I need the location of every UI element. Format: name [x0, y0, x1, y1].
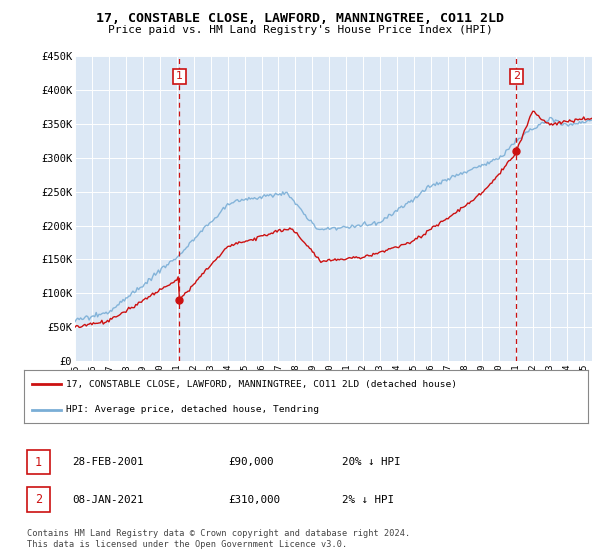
Point — [512, 147, 521, 156]
Text: 1: 1 — [35, 455, 42, 469]
Text: 2% ↓ HPI: 2% ↓ HPI — [342, 494, 394, 505]
Text: Contains HM Land Registry data © Crown copyright and database right 2024.
This d: Contains HM Land Registry data © Crown c… — [27, 529, 410, 549]
Point — [175, 296, 184, 305]
Text: 2: 2 — [35, 493, 42, 506]
Text: 20% ↓ HPI: 20% ↓ HPI — [342, 457, 401, 467]
Text: HPI: Average price, detached house, Tendring: HPI: Average price, detached house, Tend… — [66, 405, 319, 414]
Text: £90,000: £90,000 — [228, 457, 274, 467]
Text: 17, CONSTABLE CLOSE, LAWFORD, MANNINGTREE, CO11 2LD: 17, CONSTABLE CLOSE, LAWFORD, MANNINGTRE… — [96, 12, 504, 25]
Text: £310,000: £310,000 — [228, 494, 280, 505]
Text: 1: 1 — [176, 71, 183, 81]
Text: 2: 2 — [513, 71, 520, 81]
Text: Price paid vs. HM Land Registry's House Price Index (HPI): Price paid vs. HM Land Registry's House … — [107, 25, 493, 35]
Text: 28-FEB-2001: 28-FEB-2001 — [72, 457, 143, 467]
Text: 17, CONSTABLE CLOSE, LAWFORD, MANNINGTREE, CO11 2LD (detached house): 17, CONSTABLE CLOSE, LAWFORD, MANNINGTRE… — [66, 380, 457, 389]
Text: 08-JAN-2021: 08-JAN-2021 — [72, 494, 143, 505]
